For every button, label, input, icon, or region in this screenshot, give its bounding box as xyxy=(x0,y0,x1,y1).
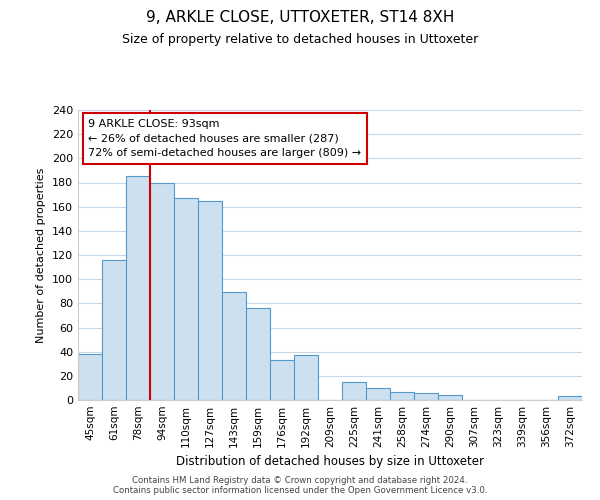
X-axis label: Distribution of detached houses by size in Uttoxeter: Distribution of detached houses by size … xyxy=(176,456,484,468)
Bar xyxy=(198,200,222,400)
Bar xyxy=(390,392,414,400)
Bar xyxy=(558,396,582,400)
Text: Size of property relative to detached houses in Uttoxeter: Size of property relative to detached ho… xyxy=(122,32,478,46)
Y-axis label: Number of detached properties: Number of detached properties xyxy=(37,168,46,342)
Text: 9, ARKLE CLOSE, UTTOXETER, ST14 8XH: 9, ARKLE CLOSE, UTTOXETER, ST14 8XH xyxy=(146,10,454,25)
Bar xyxy=(126,176,150,400)
Bar xyxy=(102,260,126,400)
Bar xyxy=(78,354,102,400)
Bar xyxy=(294,356,318,400)
Bar xyxy=(366,388,390,400)
Bar xyxy=(222,292,246,400)
Bar xyxy=(438,395,462,400)
Text: Contains HM Land Registry data © Crown copyright and database right 2024.
Contai: Contains HM Land Registry data © Crown c… xyxy=(113,476,487,495)
Bar xyxy=(270,360,294,400)
Bar xyxy=(414,393,438,400)
Bar xyxy=(342,382,366,400)
Bar xyxy=(246,308,270,400)
Bar xyxy=(150,182,174,400)
Text: 9 ARKLE CLOSE: 93sqm
← 26% of detached houses are smaller (287)
72% of semi-deta: 9 ARKLE CLOSE: 93sqm ← 26% of detached h… xyxy=(88,118,361,158)
Bar xyxy=(174,198,198,400)
